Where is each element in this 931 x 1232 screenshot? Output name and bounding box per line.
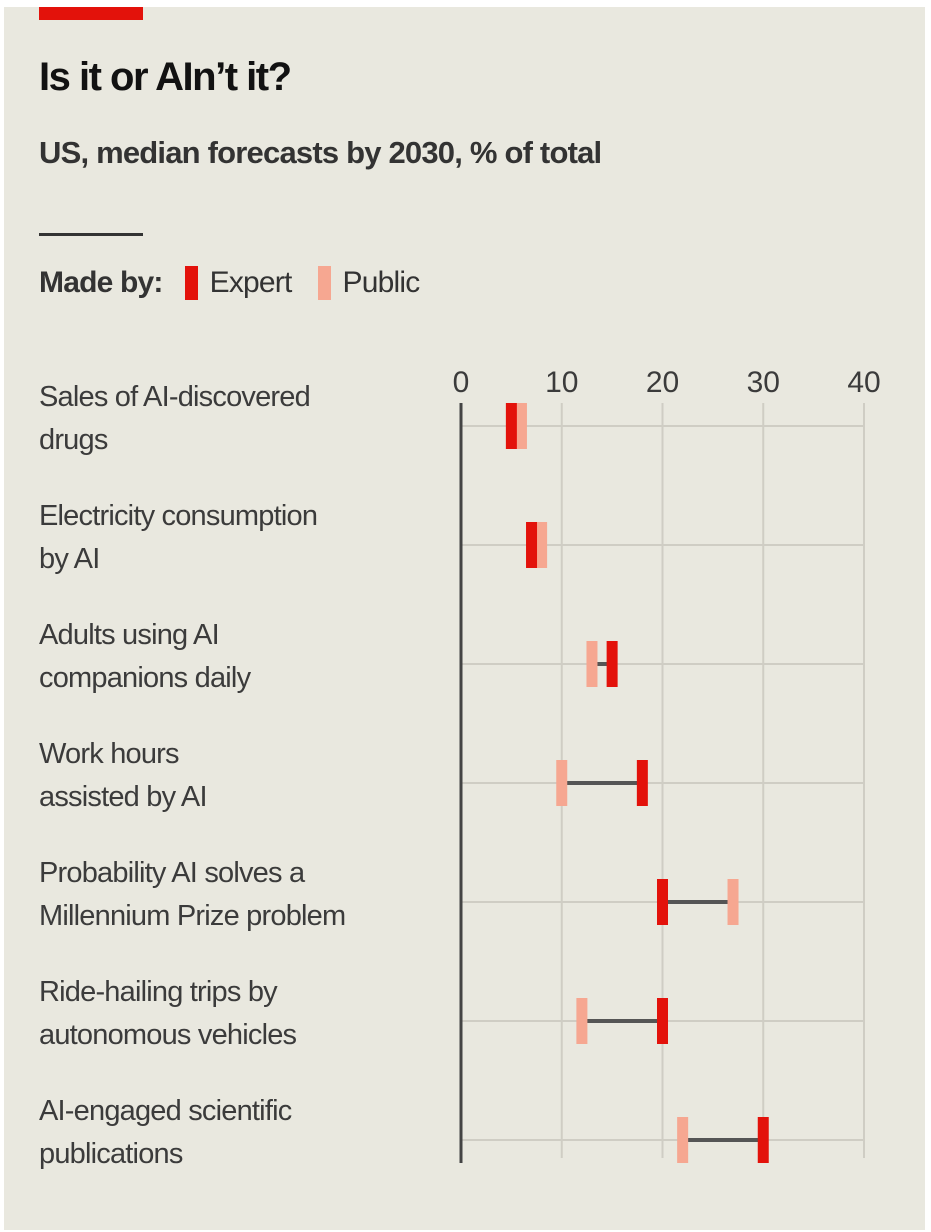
category-label: Work hours assisted by AI [39,733,439,819]
legend-text-public: Public [342,266,421,299]
category-label-line: by AI [39,543,100,575]
legend-swatch-expert [184,266,198,300]
category-label: Ride-hailing trips by autonomous vehicles [39,971,439,1057]
category-label-line: Ride-hailing trips by [39,976,278,1008]
accent-bar [39,7,143,20]
marker-expert [657,879,668,925]
category-label: Probability AI solves a Millennium Prize … [39,852,439,938]
category-label-line: Work hours [39,738,180,770]
category-label-line: Sales of AI-discovered [39,381,311,413]
x-tick-label: 10 [545,366,578,399]
marker-expert [526,522,538,568]
marker-public [556,760,568,806]
category-label-line: Electricity consumption [39,500,318,532]
category-label: Electricity consumption by AI [39,495,439,581]
marker-expert [657,998,668,1044]
x-tick-label: 40 [847,366,880,399]
marker-expert [505,403,517,449]
legend-swatch-public [317,266,331,300]
legend-item-expert: Expert [184,266,293,300]
legend-item-public: Public [317,266,421,300]
marker-public [536,522,548,568]
legend-label: Made by: [39,266,163,299]
category-label: AI-engaged scientific publications [39,1090,439,1176]
category-label-line: publications [39,1138,183,1170]
marker-expert [757,1117,769,1163]
category-label-line: AI-engaged scientific [39,1095,292,1127]
category-label-line: Adults using AI [39,619,220,651]
category-label-line: companions daily [39,662,251,694]
legend: Made by: Expert Public [39,263,445,303]
category-label: Sales of AI-discovered drugs [39,376,439,462]
chart-title: Is it or AIn’t it? [39,55,292,99]
category-label-line: autonomous vehicles [39,1019,297,1051]
chart-panel: Is it or AIn’t it? US, median forecasts … [4,7,925,1230]
marker-public [515,403,527,449]
marker-public [586,641,598,687]
marker-public [727,879,739,925]
legend-text-expert: Expert [209,266,293,299]
category-label-line: Millennium Prize problem [39,900,346,932]
category-label-line: Probability AI solves a [39,857,305,889]
legend-rule [39,233,143,236]
category-label: Adults using AI companions daily [39,614,439,700]
category-label-line: drugs [39,424,108,456]
marker-expert [636,760,648,806]
category-label-line: assisted by AI [39,781,208,813]
x-tick-label: 0 [453,366,470,399]
marker-expert [606,641,618,687]
chart-subtitle: US, median forecasts by 2030, % of total [39,135,602,170]
x-tick-label: 30 [747,366,780,399]
x-tick-label: 20 [646,366,679,399]
marker-public [576,998,588,1044]
marker-public [677,1117,689,1163]
